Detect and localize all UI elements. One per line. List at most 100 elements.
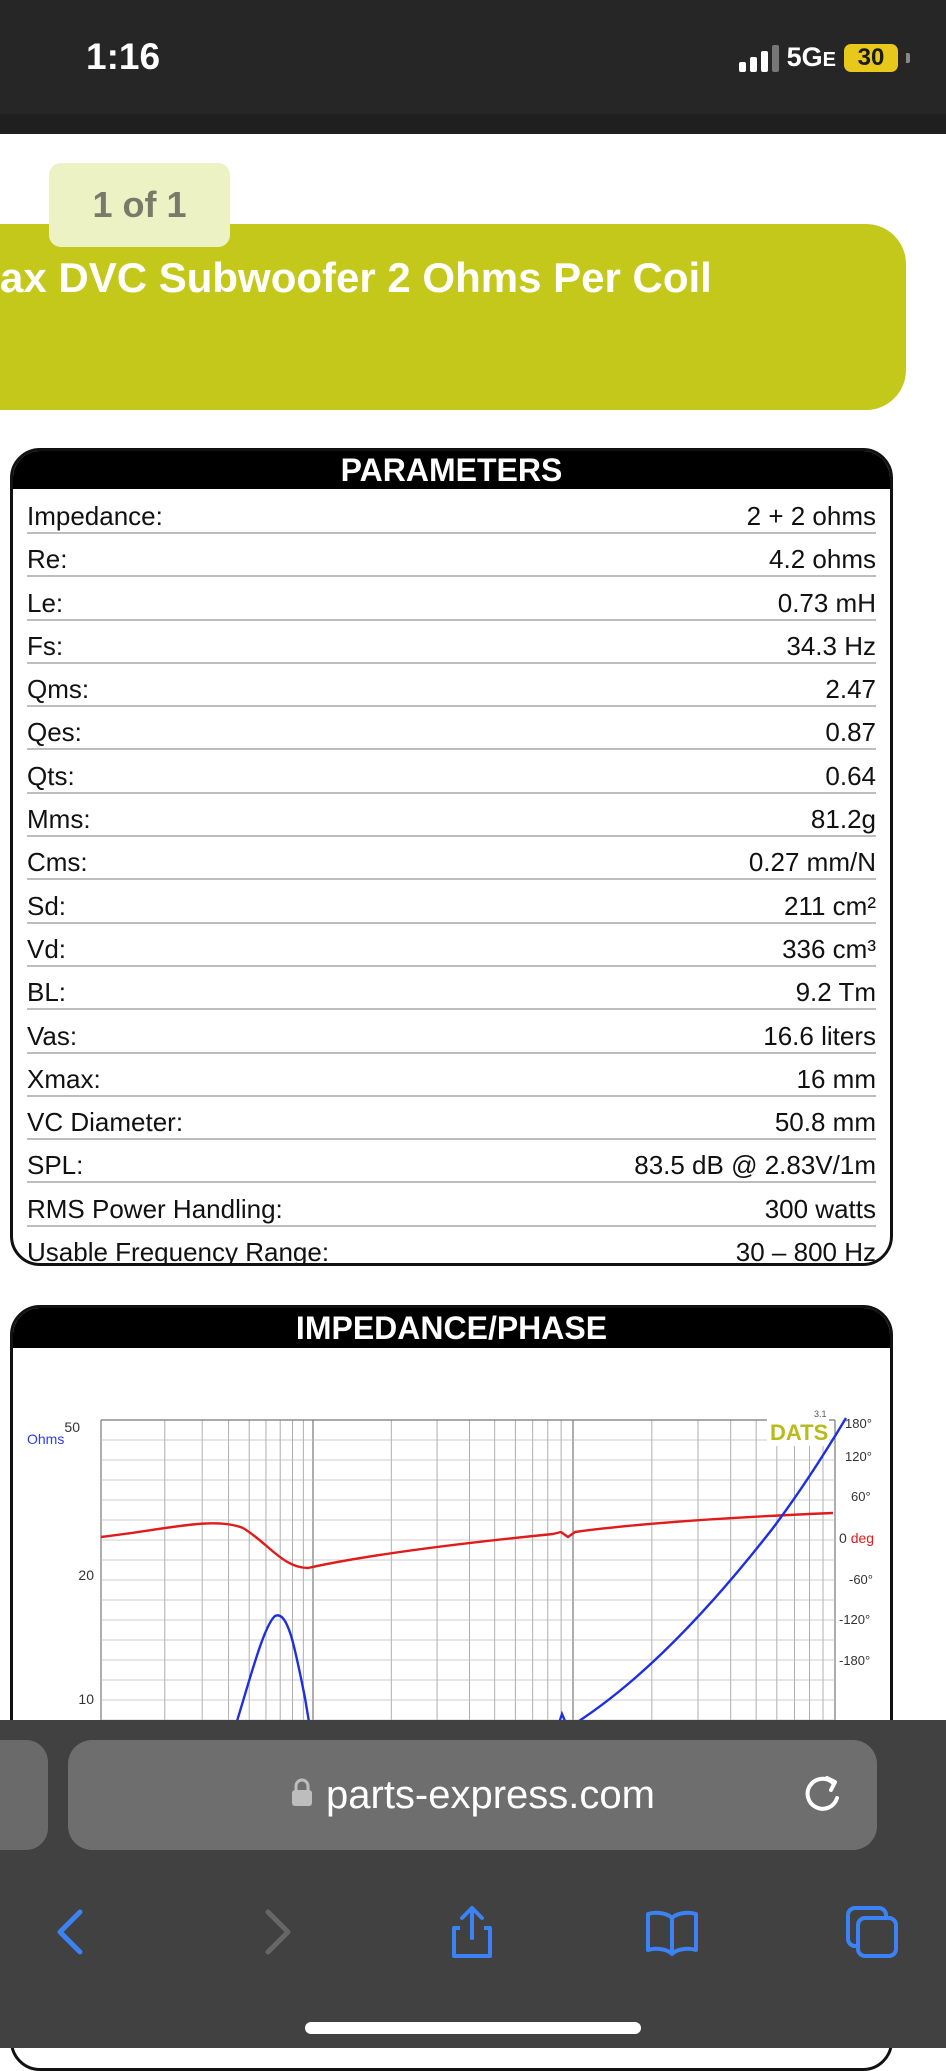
param-label: Impedance:: [27, 501, 163, 531]
phase-curve-rising: [527, 1417, 848, 1759]
bookmarks-icon[interactable]: [642, 1902, 702, 1962]
param-value: 30 – 800 Hz: [735, 1237, 876, 1266]
param-label: Mms:: [27, 804, 91, 835]
address-bar[interactable]: parts-express.com: [68, 1740, 877, 1850]
param-label: SPL:: [27, 1150, 84, 1181]
back-icon[interactable]: [42, 1902, 102, 1962]
right-tick-0: 0 deg: [839, 1530, 874, 1546]
param-value: 211 cm²: [784, 890, 876, 921]
param-label: Qes:: [27, 717, 82, 748]
param-label: VC Diameter:: [27, 1107, 184, 1138]
impedance-chart: Ohms 50 20 10 180° 120° 60° 0 deg -60° -…: [13, 1348, 890, 1759]
left-axis-unit: Ohms: [27, 1431, 64, 1447]
param-value: 0.27 mm/N: [748, 847, 876, 878]
param-row: Usable Frequency Range: 30 – 800 Hz: [27, 1229, 876, 1266]
param-row: Qes: 0.87: [27, 709, 876, 751]
param-value: 81.2g: [810, 804, 876, 835]
param-value: 83.5 dB @ 2.83V/1m: [634, 1150, 876, 1181]
param-value: 4.2 ohms: [769, 544, 876, 575]
param-row: Qts: 0.64: [27, 753, 876, 794]
param-value: 16 mm: [796, 1063, 876, 1094]
param-row: Cms: 0.27 mm/N: [27, 839, 876, 881]
page-indicator: 1 of 1: [49, 163, 230, 247]
param-label: Cms:: [27, 847, 88, 878]
signal-icon: [738, 44, 779, 72]
param-value: 2.47: [825, 674, 876, 705]
parameters-list: Impedance: 2 + 2 ohms Re: 4.2 ohms Le: 0.73 m…: [13, 489, 890, 1266]
status-time: 1:16: [86, 36, 161, 77]
param-row: Fs: 34.3 Hz: [27, 623, 876, 664]
param-value: 336 cm³: [782, 933, 876, 964]
param-value: 0.64: [825, 760, 876, 791]
battery-icon: 30: [844, 43, 898, 72]
right-tick-minus180: -180°: [839, 1653, 870, 1668]
document-title: ax DVC Subwoofer 2 Ohms Per Coil: [0, 254, 712, 301]
param-row: VC Diameter: 50.8 mm: [27, 1099, 876, 1141]
impedance-header: IMPEDANCE/PHASE: [13, 1308, 890, 1348]
param-label: Fs:: [27, 630, 64, 661]
param-label: Qms:: [27, 674, 90, 705]
param-row: Qms: 2.47: [27, 666, 876, 708]
param-row: RMS Power Handling: 300 watts: [27, 1186, 876, 1227]
status-bar: 1:16 5GE 30: [0, 0, 946, 114]
param-row: Impedance: 2 + 2 ohms: [27, 493, 876, 534]
lock-icon: [290, 1773, 314, 1818]
impedance-curve: [100, 1511, 834, 1570]
param-row: Vas: 16.6 liters: [27, 1013, 876, 1054]
param-value: 9.2 Tm: [795, 977, 876, 1008]
param-row: Vd: 336 cm³: [27, 926, 876, 967]
param-label: BL:: [27, 977, 67, 1008]
page-top-bar: [0, 114, 946, 134]
phase-curve-resonance: [223, 1614, 317, 1759]
previous-tab-stub[interactable]: [0, 1740, 48, 1850]
share-icon[interactable]: [442, 1902, 502, 1962]
left-tick-50: 50: [64, 1419, 80, 1435]
left-tick-10: 10: [78, 1691, 94, 1707]
dats-watermark: DATS: [770, 1420, 828, 1445]
right-tick-120: 120°: [845, 1449, 872, 1464]
forward-icon[interactable]: [246, 1902, 306, 1962]
param-value: 2 + 2 ohms: [746, 501, 876, 531]
param-row: Le: 0.73 mH: [27, 580, 876, 621]
left-tick-20: 20: [78, 1567, 94, 1583]
browser-bottom-bar: parts-express.com: [0, 1720, 946, 2048]
param-label: Sd:: [27, 890, 67, 921]
parameters-header: PARAMETERS: [13, 451, 890, 489]
battery-nub: [906, 52, 910, 63]
param-value: 0.87: [825, 717, 876, 748]
right-tick-60: 60°: [851, 1489, 871, 1504]
home-indicator: [305, 2022, 641, 2034]
param-value: 300 watts: [764, 1193, 876, 1224]
reload-icon[interactable]: [797, 1768, 849, 1820]
right-tick-minus120: -120°: [839, 1612, 870, 1627]
param-row: Sd: 211 cm²: [27, 883, 876, 924]
param-label: Qts:: [27, 760, 75, 791]
right-tick-minus60: -60°: [849, 1572, 873, 1587]
param-label: Xmax:: [27, 1063, 101, 1094]
param-label: Vas:: [27, 1020, 78, 1051]
title-banner: ax DVC Subwoofer 2 Ohms Per Coil: [0, 224, 906, 410]
param-row: Mms: 81.2g: [27, 796, 876, 838]
network-label: 5GE: [786, 42, 836, 72]
param-label: RMS Power Handling:: [27, 1193, 283, 1224]
param-value: 50.8 mm: [774, 1107, 876, 1138]
dats-bg: [767, 1418, 829, 1446]
param-row: BL: 9.2 Tm: [27, 969, 876, 1011]
param-row: Xmax: 16 mm: [27, 1056, 876, 1097]
param-value: 16.6 liters: [763, 1020, 876, 1051]
param-label: Vd:: [27, 933, 67, 964]
right-tick-180: 180°: [845, 1416, 872, 1431]
url-text: parts-express.com: [326, 1772, 655, 1817]
param-label: Usable Frequency Range:: [27, 1237, 330, 1266]
tabs-icon[interactable]: [842, 1902, 902, 1962]
dats-version: 3.1: [814, 1409, 827, 1419]
browser-toolbar: [0, 1880, 946, 1980]
status-indicators: 5GE 30: [738, 42, 910, 73]
param-row: Re: 4.2 ohms: [27, 536, 876, 578]
param-value: 34.3 Hz: [786, 630, 876, 661]
impedance-chart-svg: Ohms 50 20 10 180° 120° 60° 0 deg -60° -…: [27, 1409, 874, 1759]
param-value: 0.73 mH: [777, 587, 876, 618]
param-label: Re:: [27, 544, 68, 575]
parameters-card: PARAMETERS Impedance: 2 + 2 ohms Re: 4.2 oh…: [10, 448, 893, 1266]
param-label: Le:: [27, 587, 64, 618]
